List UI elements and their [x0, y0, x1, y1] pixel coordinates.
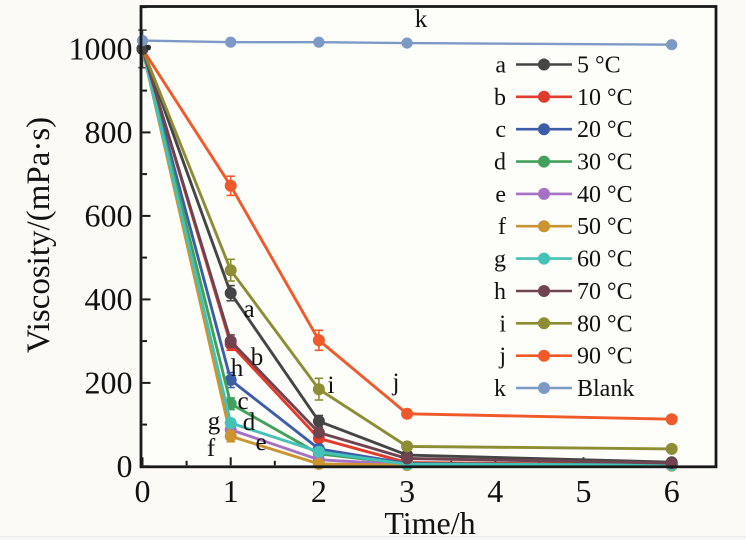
svg-text:k: k [415, 6, 428, 33]
svg-text:20 °C: 20 °C [577, 117, 633, 143]
svg-text:1: 1 [223, 473, 239, 509]
svg-text:c: c [495, 117, 506, 143]
svg-text:30 °C: 30 °C [577, 150, 633, 176]
svg-text:h: h [231, 355, 244, 382]
svg-text:2: 2 [311, 473, 327, 509]
svg-text:g: g [208, 408, 221, 435]
svg-text:Viscosity/(mPa·s): Viscosity/(mPa·s) [21, 117, 57, 353]
svg-text:b: b [494, 85, 506, 111]
svg-text:a: a [243, 296, 254, 323]
svg-text:90 °C: 90 °C [577, 344, 633, 370]
svg-text:d: d [494, 150, 506, 176]
svg-text:j: j [498, 344, 506, 370]
svg-text:1000: 1000 [69, 30, 133, 66]
svg-text:b: b [251, 344, 264, 371]
svg-text:f: f [207, 435, 216, 462]
svg-text:c: c [237, 388, 248, 415]
svg-text:800: 800 [85, 114, 133, 150]
svg-text:80 °C: 80 °C [577, 311, 633, 337]
svg-text:400: 400 [85, 281, 133, 317]
svg-text:4: 4 [487, 473, 503, 509]
svg-text:0: 0 [117, 448, 133, 484]
svg-text:a: a [495, 53, 506, 79]
svg-text:0: 0 [135, 473, 151, 509]
svg-text:Blank: Blank [577, 376, 634, 402]
svg-text:i: i [499, 311, 506, 337]
svg-text:200: 200 [85, 364, 133, 400]
svg-text:60 °C: 60 °C [577, 247, 633, 273]
svg-text:50 °C: 50 °C [577, 214, 633, 240]
svg-text:600: 600 [85, 197, 133, 233]
svg-text:Time/h: Time/h [384, 505, 475, 540]
svg-text:i: i [328, 372, 335, 399]
svg-text:70 °C: 70 °C [577, 279, 633, 305]
svg-text:f: f [498, 214, 506, 240]
svg-text:5: 5 [576, 473, 592, 509]
svg-text:k: k [494, 376, 506, 402]
svg-text:40 °C: 40 °C [577, 182, 633, 208]
svg-text:e: e [495, 182, 506, 208]
svg-text:h: h [494, 279, 506, 305]
svg-text:e: e [255, 429, 266, 456]
svg-text:10 °C: 10 °C [577, 85, 633, 111]
svg-text:3: 3 [399, 473, 415, 509]
svg-text:g: g [494, 247, 506, 273]
svg-text:5 °C: 5 °C [577, 53, 621, 79]
svg-text:d: d [243, 409, 256, 436]
svg-text:j: j [392, 369, 400, 396]
svg-text:6: 6 [664, 473, 680, 509]
